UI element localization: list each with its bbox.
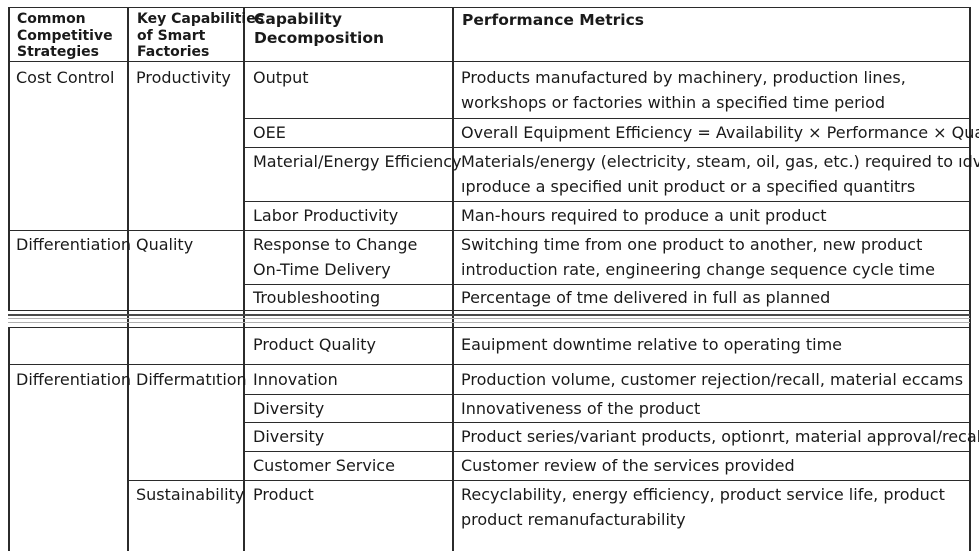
- table-border-left: [8, 7, 10, 310]
- metric-line: product remanufacturability: [461, 510, 686, 529]
- metric-cell: Materials/energy (electricity, steam, oi…: [461, 149, 979, 199]
- metric-cell: Production volume, customer rejection/re…: [461, 367, 963, 392]
- capability-cell: Sustainability: [136, 485, 245, 504]
- page-break-line: [8, 314, 970, 316]
- metric-line: Man-hours required to produce a unit pro…: [461, 206, 827, 225]
- metric-line: workshops or factories within a specifie…: [461, 93, 886, 112]
- header-line: Common: [17, 11, 86, 27]
- column-divider-3: [452, 7, 454, 551]
- decomposition-cell: Material/Energy Efficiency: [253, 152, 462, 171]
- strategy-cell: Differentiation: [16, 370, 132, 389]
- row-line: [8, 327, 970, 329]
- row-line: [243, 422, 970, 424]
- metric-line: introduction rate, engineering change se…: [461, 260, 935, 279]
- table-border-left-lower: [8, 327, 10, 551]
- decomposition-cell: OEE: [253, 123, 286, 142]
- metric-line: Eauipment downtime relative to operating…: [461, 335, 842, 354]
- metric-line: Production volume, customer rejection/re…: [461, 370, 964, 389]
- row-line: [127, 480, 970, 482]
- metric-cell: Eauipment downtime relative to operating…: [461, 332, 842, 357]
- metric-line: Recyclability, energy efficiency, produc…: [461, 485, 945, 504]
- strategy-cell: Differentiation: [16, 235, 132, 254]
- header-line: Decomposition: [254, 29, 385, 47]
- column-divider-1: [127, 7, 129, 551]
- header-line: Factories: [137, 44, 210, 60]
- row-line: [8, 364, 970, 366]
- metric-cell: Man-hours required to produce a unit pro…: [461, 203, 827, 228]
- capability-cell: Differmatıtion: [136, 370, 247, 389]
- metric-cell: Switching time from one product to anoth…: [461, 232, 935, 282]
- row-line: [8, 310, 970, 312]
- metric-cell: Percentage of tme delivered in full as p…: [461, 285, 830, 310]
- table-border-right: [969, 7, 971, 551]
- row-line: [8, 230, 970, 232]
- table-border-top: [8, 7, 970, 9]
- decomposition-cell: Labor Productivity: [253, 206, 399, 225]
- decomposition-cell: Diversity: [253, 399, 325, 418]
- header-line: of Smart: [137, 27, 206, 44]
- decomposition-line: Response to Change: [253, 235, 418, 254]
- decomposition-cell: Product Quality: [253, 335, 377, 354]
- row-line: [243, 118, 970, 120]
- header-key-capabilities: Key Capabilities of Smart Factories: [137, 11, 264, 61]
- capability-cell: Productivity: [136, 68, 231, 87]
- decomposition-cell: Customer Service: [253, 456, 395, 475]
- column-divider-2: [243, 7, 245, 551]
- metric-cell: Products manufactured by machinery, prod…: [461, 65, 906, 115]
- metric-cell: Overall Equipment Efficiency = Availabil…: [461, 120, 979, 145]
- decomposition-line: On-Time Delivery: [253, 260, 391, 279]
- header-performance-metrics: Performance Metrics: [462, 11, 645, 29]
- header-bottom-line: [8, 61, 970, 63]
- metric-line: Product series/variant products, optionr…: [461, 427, 979, 446]
- metric-line: Percentage of tme delivered in full as p…: [461, 288, 831, 307]
- decomposition-cell: Innovation: [253, 370, 338, 389]
- row-line: [243, 201, 970, 203]
- metric-line: Overall Equipment Efficiency = Availabil…: [461, 123, 979, 142]
- header-strategies: Common Competitive Strategies: [17, 11, 113, 61]
- page-break-line: [8, 322, 970, 323]
- metric-line: Materials/energy (electricity, steam, oi…: [461, 152, 979, 171]
- header-capability-decomposition: Capability Decomposition: [254, 10, 384, 48]
- metric-line: Customer review of the services provided: [461, 456, 795, 475]
- capability-cell: Quality: [136, 235, 194, 254]
- metric-cell: Product series/variant products, optionr…: [461, 424, 979, 449]
- row-line: [243, 147, 970, 149]
- decomposition-cell: Response to Change On-Time Delivery: [253, 232, 417, 282]
- header-line: Strategies: [17, 44, 99, 60]
- strategy-cell: Cost Control: [16, 68, 115, 87]
- decomposition-cell: Diversity: [253, 427, 325, 446]
- metric-cell: Recyclability, energy efficiency, produc…: [461, 482, 945, 532]
- header-line: Key Capabilities: [137, 11, 265, 27]
- metric-line: Products manufactured by machinery, prod…: [461, 68, 906, 87]
- row-line: [243, 284, 970, 286]
- decomposition-cell: Output: [253, 68, 309, 87]
- header-line: Competitive: [17, 27, 113, 44]
- metric-line: ıproduce a specified unit product or a s…: [461, 177, 916, 196]
- metric-cell: Customer review of the services provided: [461, 453, 795, 478]
- capability-table: Common Competitive Strategies Key Capabi…: [8, 7, 979, 551]
- decomposition-cell: Product: [253, 485, 314, 504]
- header-line: Capability: [254, 10, 342, 28]
- row-line: [243, 451, 970, 453]
- metric-line: Innovativeness of the product: [461, 399, 701, 418]
- metric-cell: Innovativeness of the product: [461, 396, 700, 421]
- decomposition-cell: Troubleshooting: [253, 288, 381, 307]
- metric-line: Switching time from one product to anoth…: [461, 235, 923, 254]
- page-break-line: [8, 318, 970, 319]
- row-line: [243, 394, 970, 396]
